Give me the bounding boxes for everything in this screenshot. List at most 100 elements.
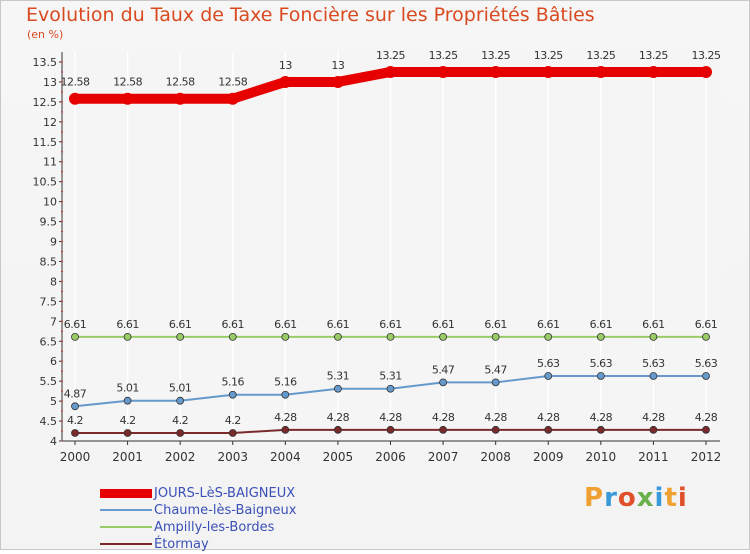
data-label: 4.2 bbox=[172, 414, 188, 427]
data-point bbox=[544, 425, 553, 434]
data-label: 6.61 bbox=[64, 318, 87, 331]
data-label: 6.61 bbox=[432, 318, 455, 331]
data-point bbox=[331, 75, 344, 88]
data-label: 5.16 bbox=[274, 376, 297, 389]
data-point bbox=[439, 378, 447, 387]
data-label: 13.25 bbox=[376, 49, 405, 62]
data-point bbox=[228, 332, 237, 341]
data-label: 4.2 bbox=[67, 414, 83, 427]
x-tick-label: 2012 bbox=[691, 450, 722, 464]
data-label: 4.2 bbox=[225, 414, 241, 427]
data-label: 12.58 bbox=[166, 76, 195, 89]
data-point bbox=[702, 332, 710, 341]
y-tick-label: 6.5 bbox=[40, 335, 58, 348]
data-point bbox=[702, 425, 710, 434]
data-label: 6.61 bbox=[537, 318, 560, 331]
data-point bbox=[649, 332, 658, 341]
logo-letter: o bbox=[617, 483, 637, 513]
x-tick-label: 2004 bbox=[270, 450, 301, 464]
data-label: 5.16 bbox=[222, 376, 245, 389]
data-label: 5.63 bbox=[590, 357, 613, 370]
data-label: 4.28 bbox=[695, 411, 718, 424]
data-point bbox=[491, 425, 500, 434]
data-label: 4.28 bbox=[432, 411, 455, 424]
data-point bbox=[228, 429, 237, 437]
data-point bbox=[594, 65, 607, 78]
logo-letter: P bbox=[584, 483, 605, 513]
legend-label: Chaume-lès-Baigneux bbox=[154, 503, 297, 518]
y-tick-label: 7.5 bbox=[40, 295, 58, 308]
data-label: 5.63 bbox=[537, 357, 560, 370]
data-point bbox=[386, 332, 395, 341]
legend-swatch bbox=[100, 526, 152, 528]
data-label: 13.25 bbox=[429, 49, 458, 62]
y-tick-label: 9 bbox=[50, 236, 57, 249]
data-point bbox=[69, 92, 81, 105]
data-point bbox=[437, 65, 450, 78]
legend-swatch bbox=[100, 543, 152, 545]
data-label: 4.2 bbox=[120, 414, 136, 427]
data-point bbox=[71, 429, 79, 437]
data-label: 4.28 bbox=[537, 411, 560, 424]
data-label: 12.58 bbox=[61, 76, 90, 89]
data-point bbox=[439, 332, 447, 341]
data-point bbox=[649, 425, 658, 434]
data-point bbox=[281, 332, 290, 341]
x-tick-label: 2009 bbox=[533, 450, 564, 464]
legend-swatch bbox=[100, 509, 152, 511]
logo-letter: x bbox=[636, 483, 655, 513]
data-point bbox=[176, 429, 185, 437]
y-tick-label: 8 bbox=[50, 275, 57, 288]
data-point bbox=[123, 429, 132, 437]
data-point bbox=[489, 65, 502, 78]
data-point bbox=[386, 425, 395, 434]
data-label: 6.61 bbox=[169, 318, 192, 331]
legend-label: Étormay bbox=[154, 537, 209, 552]
y-tick-label: 11.5 bbox=[33, 136, 58, 149]
data-label: 5.47 bbox=[432, 363, 455, 376]
proxiti-logo: Proxiti bbox=[584, 483, 688, 513]
data-label: 4.28 bbox=[274, 411, 297, 424]
legend-swatch bbox=[100, 489, 152, 498]
data-point bbox=[649, 372, 658, 380]
data-label: 5.01 bbox=[169, 382, 192, 395]
data-label: 6.61 bbox=[695, 318, 718, 331]
x-tick-label: 2007 bbox=[428, 450, 459, 464]
data-label: 5.63 bbox=[642, 357, 665, 370]
x-tick-label: 2002 bbox=[165, 450, 196, 464]
data-point bbox=[700, 65, 712, 78]
data-label: 6.61 bbox=[274, 318, 297, 331]
data-point bbox=[123, 332, 132, 341]
data-label: 6.61 bbox=[116, 318, 139, 331]
y-tick-label: 10.5 bbox=[33, 176, 58, 189]
y-tick-label: 11 bbox=[43, 156, 57, 169]
y-tick-label: 6 bbox=[50, 355, 57, 368]
data-point bbox=[491, 378, 500, 387]
y-tick-label: 13 bbox=[43, 76, 57, 89]
data-label: 4.87 bbox=[64, 387, 87, 400]
data-label: 13.25 bbox=[639, 49, 668, 62]
data-label: 4.28 bbox=[590, 411, 613, 424]
y-unit-label: (en %) bbox=[27, 28, 64, 41]
y-tick-label: 5.5 bbox=[40, 375, 58, 388]
data-label: 4.28 bbox=[327, 411, 350, 424]
y-tick-label: 12.5 bbox=[33, 96, 58, 109]
data-label: 4.28 bbox=[642, 411, 665, 424]
y-tick-label: 4.5 bbox=[40, 415, 58, 428]
data-point bbox=[281, 390, 290, 399]
data-point bbox=[596, 372, 605, 380]
data-point bbox=[544, 332, 553, 341]
x-tick-label: 2005 bbox=[323, 450, 354, 464]
y-tick-label: 4 bbox=[50, 435, 57, 448]
data-point bbox=[176, 332, 185, 341]
x-tick-label: 2003 bbox=[217, 450, 248, 464]
data-point bbox=[386, 384, 395, 393]
logo-letter: i bbox=[654, 483, 665, 513]
data-label: 5.63 bbox=[695, 357, 718, 370]
data-point bbox=[439, 425, 447, 434]
data-label: 13.25 bbox=[481, 49, 510, 62]
data-point bbox=[334, 425, 342, 434]
data-label: 5.31 bbox=[327, 370, 350, 383]
data-label: 13 bbox=[279, 59, 292, 72]
